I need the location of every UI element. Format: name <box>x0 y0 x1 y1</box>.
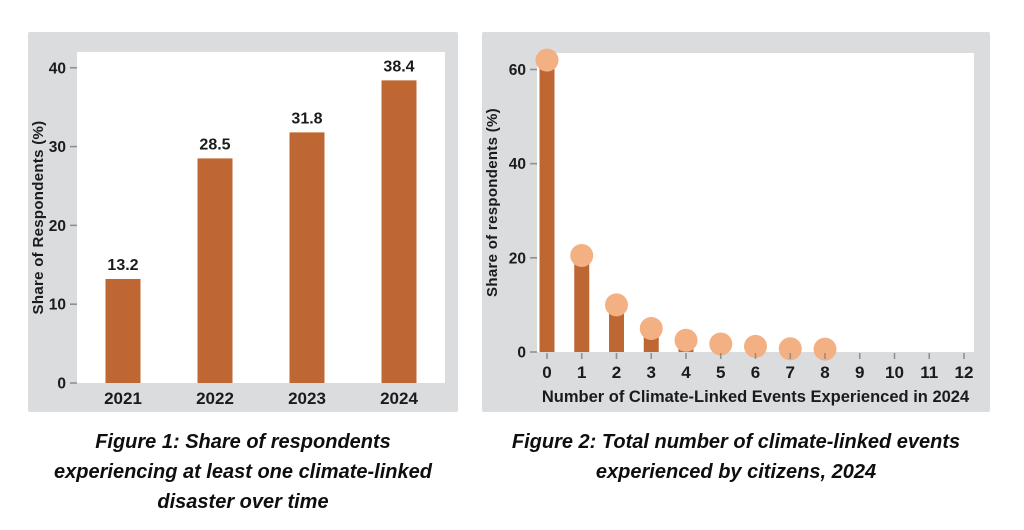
x-tick-label: 11 <box>920 363 938 382</box>
value-label: 28.5 <box>199 136 230 153</box>
x-tick-label: 0 <box>542 363 551 382</box>
x-tick-label: 12 <box>955 363 974 382</box>
x-tick-label: 5 <box>716 363 725 382</box>
figure-1: 0 10 20 30 40 Share of Respondents (%) 13.2 202… <box>28 32 458 517</box>
x-tick-label: 4 <box>681 363 691 382</box>
lollipop-dot <box>570 243 594 267</box>
x-tick-label: 10 <box>885 363 904 382</box>
y-tick-label: 60 <box>509 62 526 79</box>
bar <box>289 132 325 383</box>
x-tick-label: 2024 <box>380 389 418 408</box>
lollipop-dot <box>813 337 837 361</box>
y-tick-label: 20 <box>49 218 66 235</box>
x-tick-label: 2023 <box>288 389 326 408</box>
value-label: 13.2 <box>107 257 138 274</box>
x-tick-label: 2021 <box>104 389 142 408</box>
y-axis-label: Share of respondents (%) <box>484 108 501 297</box>
figure-2-caption-line-2: experienced by citizens, 2024 <box>595 461 877 483</box>
lollipop-dot <box>778 337 802 361</box>
x-tick-label: 3 <box>647 363 656 382</box>
x-tick-label: 2 <box>612 363 621 382</box>
bar <box>381 80 417 383</box>
lollipop-dot <box>605 293 628 317</box>
value-label: 31.8 <box>291 110 322 127</box>
lollipop-dot <box>674 328 698 352</box>
y-axis-label: Share of Respondents (%) <box>30 121 47 315</box>
figure-1-caption-line-3: disaster over time <box>157 491 329 513</box>
y-tick-label: 40 <box>49 60 66 77</box>
plot-area <box>537 53 974 352</box>
figure-1-caption: Figure 1: Share of respondents experienc… <box>28 427 458 517</box>
y-tick-label: 10 <box>49 297 66 314</box>
lollipop-stem <box>574 255 590 352</box>
lollipop-dot <box>535 48 559 72</box>
figure-2: 0 20 40 60 Share of respondents (%) 0 1 2 3 4 5 6 7 8… <box>482 32 990 487</box>
bar <box>105 278 141 383</box>
x-tick-label: 2022 <box>196 389 234 408</box>
lollipop-stem <box>539 60 555 353</box>
y-tick-label: 40 <box>509 156 526 173</box>
bar-chart-figure-1: 0 10 20 30 40 Share of Respondents (%) 13.2 202… <box>28 32 458 412</box>
x-tick-label: 8 <box>820 363 829 382</box>
x-axis-label: Number of Climate-Linked Events Experien… <box>542 388 970 406</box>
figure-1-caption-line-1: Figure 1: Share of respondents <box>95 431 391 453</box>
y-tick-label: 30 <box>49 139 66 156</box>
figure-2-caption-line-1: Figure 2: Total number of climate-linked… <box>511 431 961 453</box>
x-tick-label: 6 <box>751 363 760 382</box>
figure-2-caption: Figure 2: Total number of climate-linked… <box>482 427 990 487</box>
x-tick-label: 9 <box>855 363 864 382</box>
lollipop-stem <box>609 304 624 352</box>
lollipop-dot <box>709 332 733 356</box>
lollipop-dot <box>639 316 663 340</box>
y-tick-label: 20 <box>509 250 526 267</box>
value-label: 38.4 <box>383 58 414 75</box>
figure-1-caption-line-2: experiencing at least one climate-linked <box>54 461 432 483</box>
lollipop-dot <box>744 334 767 358</box>
x-tick-label: 7 <box>786 363 795 382</box>
x-tick-label: 1 <box>577 363 586 382</box>
y-tick-label: 0 <box>517 345 526 362</box>
bar <box>197 158 233 383</box>
y-tick-label: 0 <box>57 376 66 393</box>
